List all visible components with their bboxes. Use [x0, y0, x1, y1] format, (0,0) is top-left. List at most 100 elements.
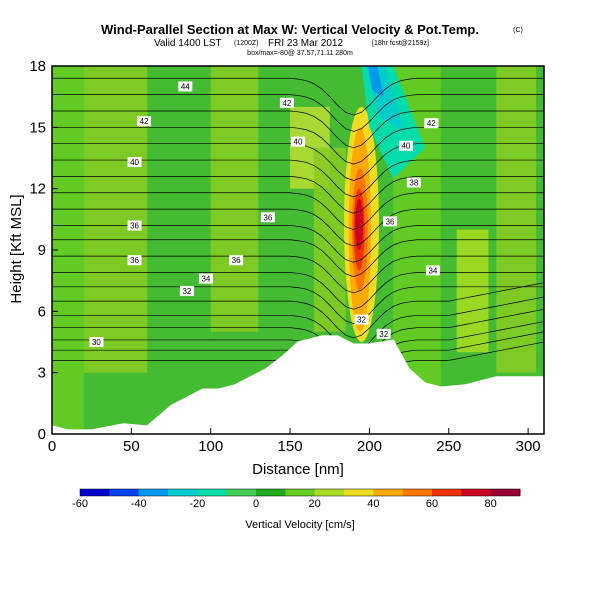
y-tick-label: 12 — [29, 181, 46, 198]
contour-label-bg — [229, 255, 244, 266]
field-band — [147, 66, 211, 434]
theta-contour — [52, 296, 545, 353]
field-band — [83, 66, 148, 373]
colorbar-swatch — [197, 489, 228, 496]
colorbar-swatch — [285, 489, 316, 496]
contour-label-text: 32 — [379, 330, 388, 339]
colorbar-tick-label: 60 — [426, 498, 438, 510]
contour-label: 42 — [137, 116, 152, 127]
contour-label-text: 34 — [428, 266, 437, 275]
contour-label: 42 — [279, 97, 294, 108]
colorbar-tick-label: -20 — [189, 498, 205, 510]
contour-label: 36 — [229, 255, 244, 266]
colorbar-label: Vertical Velocity [cm/s] — [245, 519, 354, 531]
downdraft-peak — [367, 66, 384, 97]
colorbar-tick-label: -40 — [131, 498, 147, 510]
contour-label-bg — [376, 328, 391, 339]
terrain-fill — [51, 335, 545, 435]
colorbar-swatch — [432, 489, 462, 496]
contour-label-bg — [425, 265, 440, 276]
contour-label-bg — [398, 140, 413, 151]
contour-label-text: 36 — [263, 213, 272, 222]
colorbar-frame — [79, 488, 521, 497]
contour-label-bg — [127, 157, 142, 168]
colorbar — [79, 488, 521, 497]
contour-label-bg — [260, 212, 275, 223]
contour-label-text: 40 — [130, 158, 139, 167]
contour-label: 42 — [424, 118, 439, 129]
plot-frame — [51, 65, 545, 435]
theta-contour — [52, 126, 544, 165]
contour-label: 32 — [376, 328, 391, 339]
colorbar-swatch — [226, 489, 257, 496]
subtitle-forecast: [18hr fcst@2159z] — [372, 40, 429, 47]
colorbar-swatch — [490, 489, 521, 496]
x-tick-label: 300 — [516, 438, 541, 455]
contour-label: 34 — [198, 273, 213, 284]
contour-label: 40 — [398, 140, 413, 151]
y-tick-label: 15 — [29, 119, 46, 136]
y-tick-label: 9 — [38, 242, 46, 259]
colorbar-tick-label: 20 — [309, 498, 321, 510]
contour-label: 36 — [127, 255, 142, 266]
field-band — [313, 147, 346, 332]
x-tick-label: 100 — [198, 438, 223, 455]
theta-contour — [52, 286, 544, 324]
contour-label-text: 42 — [427, 119, 436, 128]
contour-label-bg — [279, 97, 294, 108]
contour-label: 40 — [127, 157, 142, 168]
field-band — [210, 66, 259, 332]
colorbar-tick-label: -60 — [72, 498, 88, 510]
colorbar-swatch — [344, 489, 374, 496]
contour-label-bg — [137, 116, 152, 127]
contour-label: 36 — [127, 220, 142, 231]
contour-label-bg — [89, 337, 104, 347]
theta-contour — [52, 239, 544, 277]
theta-contour — [52, 308, 545, 365]
contour-label-bg — [127, 255, 142, 266]
contour-label-text: 40 — [401, 142, 410, 151]
subtitle-valid: Valid 1400 LST — [154, 38, 222, 49]
contour-label-text: 32 — [357, 316, 366, 325]
colorbar-swatch — [256, 489, 286, 496]
x-tick-label: 50 — [123, 438, 140, 455]
contour-label-text: 42 — [140, 117, 149, 126]
subtitle-date: FRI 23 Mar 2012 — [268, 38, 343, 49]
contour-label-text: 44 — [181, 82, 190, 91]
theta-contour — [52, 176, 544, 214]
contour-label: 32 — [354, 314, 369, 325]
contour-label-text: 36 — [130, 256, 139, 265]
field-band — [456, 229, 489, 353]
terrain — [51, 335, 545, 435]
contour-label-text: 36 — [386, 217, 395, 226]
colorbar-swatch — [168, 489, 198, 496]
x-tick-label: 150 — [278, 438, 303, 455]
contour-label: 40 — [291, 136, 305, 147]
y-axis-ticks: 0 3 6 9 12 15 18 — [29, 58, 58, 443]
chart-title: Wind-Parallel Section at Max W: Vertical… — [101, 22, 479, 37]
colorbar-tick-label: 0 — [253, 498, 259, 510]
contour-label-text: 42 — [282, 99, 291, 108]
colorbar-swatch — [109, 489, 140, 496]
chart-subline: box/max=-80@ 37.57,71.11 280m — [247, 50, 353, 57]
y-tick-label: 6 — [38, 303, 46, 320]
contour-label-bg — [424, 118, 439, 129]
contour-label-text: 38 — [409, 179, 418, 188]
y-tick-label: 18 — [29, 58, 46, 75]
contour-label: 36 — [383, 216, 398, 227]
colorbar-ticks: -60 -40 -20 0 20 40 60 80 — [72, 498, 497, 510]
colorbar-swatch — [373, 489, 404, 496]
updraft-core — [355, 198, 364, 250]
subtitle-utc: (1200Z) — [234, 40, 259, 47]
colorbar-tick-label: 80 — [485, 498, 497, 510]
contour-label: 34 — [425, 265, 440, 276]
contour-label-text: 36 — [232, 256, 241, 265]
x-axis-label: Distance [nm] — [252, 461, 344, 478]
contour-label: 44 — [178, 81, 193, 92]
theta-contour — [52, 77, 544, 116]
theta-contour — [52, 110, 544, 149]
theta-contour — [52, 282, 545, 339]
contour-label: 36 — [260, 212, 275, 223]
y-tick-label: 3 — [38, 365, 46, 382]
